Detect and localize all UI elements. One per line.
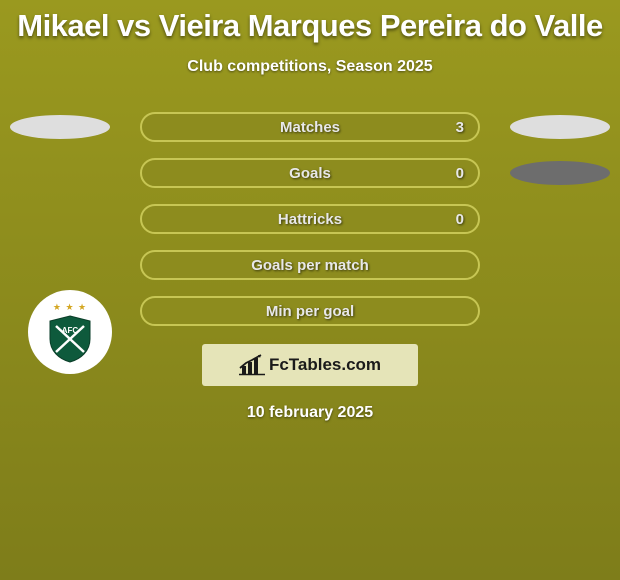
comparison-grid: Matches 3 Goals 0 Hattricks 0 Goals per match M… xyxy=(0,112,620,326)
stat-value-right: 3 xyxy=(456,119,464,136)
stat-row-hattricks: Hattricks 0 xyxy=(0,204,620,234)
branding-badge: FcTables.com xyxy=(202,344,418,386)
stat-pill: Matches 3 xyxy=(140,112,480,142)
stat-label: Goals xyxy=(289,165,331,182)
player-marker-right xyxy=(510,115,610,139)
badge-shield-icon: AFC xyxy=(48,315,92,363)
page-title: Mikael vs Vieira Marques Pereira do Vall… xyxy=(0,0,620,44)
subtitle: Club competitions, Season 2025 xyxy=(0,58,620,76)
stat-pill: Hattricks 0 xyxy=(140,204,480,234)
stat-label: Hattricks xyxy=(278,211,342,228)
stat-pill: Min per goal xyxy=(140,296,480,326)
stat-pill: Goals per match xyxy=(140,250,480,280)
stat-row-goals-per-match: Goals per match xyxy=(0,250,620,280)
branding-text: FcTables.com xyxy=(269,355,381,375)
stat-row-matches: Matches 3 xyxy=(0,112,620,142)
stat-label: Matches xyxy=(280,119,340,136)
stat-value-right: 0 xyxy=(456,211,464,228)
stat-value-right: 0 xyxy=(456,165,464,182)
club-badge-left: ★ ★ ★ AFC xyxy=(28,290,112,374)
date-label: 10 february 2025 xyxy=(0,404,620,422)
stat-row-goals: Goals 0 xyxy=(0,158,620,188)
stat-label: Goals per match xyxy=(251,257,369,274)
badge-stars-icon: ★ ★ ★ xyxy=(53,302,87,313)
stat-label: Min per goal xyxy=(266,303,354,320)
svg-text:AFC: AFC xyxy=(62,326,79,335)
stat-pill: Goals 0 xyxy=(140,158,480,188)
bar-chart-icon xyxy=(239,354,265,376)
player-marker-left xyxy=(10,115,110,139)
player-marker-right xyxy=(510,161,610,185)
